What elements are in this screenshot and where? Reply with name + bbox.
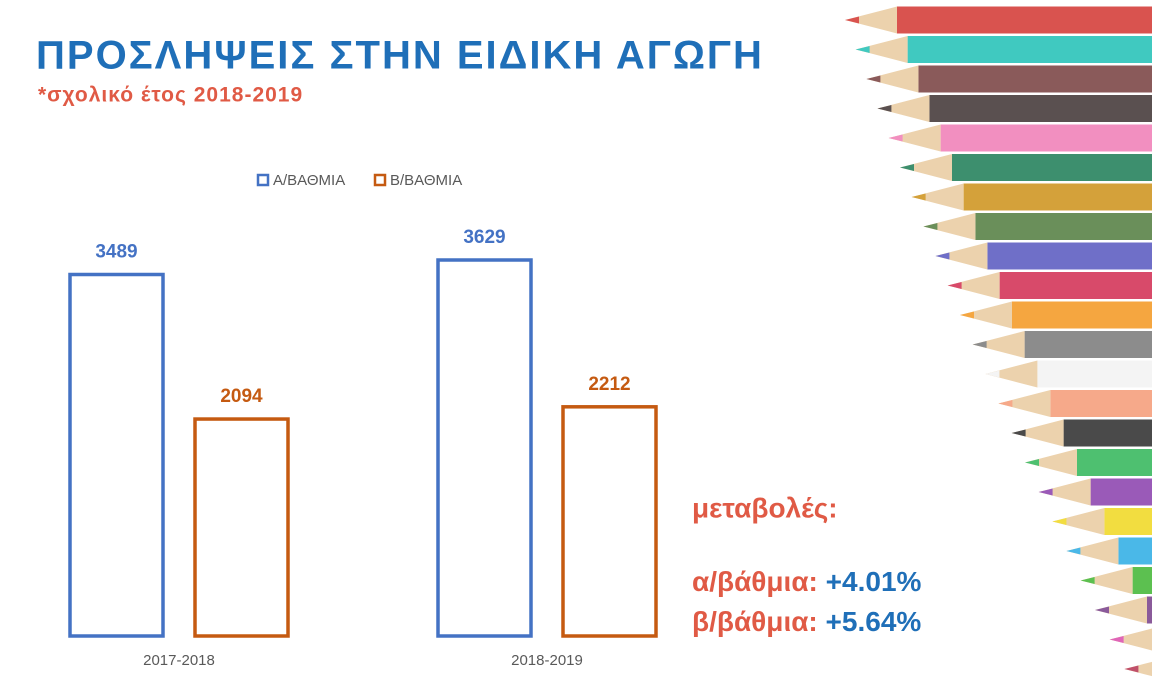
value-label: 3489 <box>95 242 137 263</box>
pencil-wood <box>845 6 897 34</box>
pencil-lead <box>985 370 1000 378</box>
pencil-wood <box>947 272 1000 299</box>
annotation-value: +5.64% <box>826 606 922 637</box>
pencil-lead <box>1109 636 1124 643</box>
pencil-body <box>907 36 1152 63</box>
annotation: α/βάθμια: +4.01% <box>692 566 922 597</box>
pencil-wood <box>1095 596 1147 624</box>
value-label: 2094 <box>220 386 263 407</box>
pencil-lead <box>900 164 914 171</box>
annotation-label: α/βάθμια: <box>692 566 818 597</box>
pencil-wood <box>866 65 919 93</box>
pencil-body <box>1147 596 1152 624</box>
pencil-wood <box>935 242 988 270</box>
annotation-heading: μεταβολές: <box>692 492 838 523</box>
pencil-wood <box>900 154 952 181</box>
pencil-body <box>1012 301 1152 329</box>
pencil-lead <box>1025 459 1039 466</box>
pencil-lead <box>960 311 974 319</box>
pencil-body <box>987 242 1152 270</box>
pencil-wood <box>1066 537 1119 565</box>
value-label: 2212 <box>588 374 630 395</box>
pencil-decoration <box>845 6 1152 677</box>
legend-label: Β/ΒΑΘΜΙΑ <box>390 172 462 189</box>
pencil-body <box>1104 508 1152 535</box>
legend-swatch <box>256 173 270 187</box>
pencil-wood <box>985 360 1038 388</box>
pencil-lead <box>877 105 892 112</box>
pencil-lead <box>911 193 926 201</box>
pencil-body <box>1050 390 1152 417</box>
pencil-lead <box>1038 488 1053 496</box>
pencil-wood <box>960 301 1012 329</box>
pencil-body <box>1024 331 1152 358</box>
x-tick-label: 2018-2019 <box>511 652 583 669</box>
pencil-wood <box>1109 628 1152 651</box>
pencil-body <box>897 6 1152 34</box>
pencil-body <box>1037 360 1152 388</box>
pencil-wood <box>877 95 930 122</box>
pencil-wood <box>1011 419 1064 447</box>
pencil-body <box>1090 478 1152 506</box>
pencil-lead <box>888 134 903 142</box>
pencil-lead <box>1011 429 1026 437</box>
annotation-value: +4.01% <box>826 566 922 597</box>
pencil-wood <box>1052 508 1105 535</box>
pencil-body <box>929 95 1152 122</box>
pencil-lead <box>923 223 938 230</box>
value-label: 3629 <box>463 227 505 248</box>
pencil-lead <box>935 252 950 260</box>
pencil-wood <box>1080 567 1133 594</box>
pencil-lead <box>998 400 1013 407</box>
pencil-body <box>952 154 1152 181</box>
pencil-wood <box>1025 449 1077 476</box>
pencil-body <box>918 65 1152 93</box>
pencil-lead <box>1124 665 1139 673</box>
pencil-lead <box>1080 577 1095 584</box>
pencil-body <box>963 183 1152 211</box>
pencil-lead <box>855 46 870 53</box>
bar <box>193 417 290 638</box>
pencil-lead <box>845 16 859 24</box>
chart-title: ΠΡΟΣΛΗΨΕΙΣ ΣΤΗΝ ΕΙΔΙΚΗ ΑΓΩΓΗ <box>36 34 764 78</box>
pencil-wood <box>923 213 976 240</box>
pencil-body <box>1077 449 1152 476</box>
pencil-lead <box>866 75 881 83</box>
pencil-lead <box>972 341 987 348</box>
annotation: β/βάθμια: +5.64% <box>692 606 921 637</box>
pencil-wood <box>855 36 908 63</box>
pencil-wood <box>888 124 941 152</box>
pencil-wood <box>972 331 1025 358</box>
pencil-body <box>999 272 1152 299</box>
pencil-wood <box>1038 478 1091 506</box>
bar <box>68 272 165 638</box>
legend-label: Α/ΒΑΘΜΙΑ <box>273 172 345 189</box>
pencil-wood <box>998 390 1051 417</box>
pencil-body <box>1118 537 1152 565</box>
bar <box>436 258 533 638</box>
pencil-body <box>1063 419 1152 447</box>
x-tick-label: 2017-2018 <box>143 652 215 669</box>
pencil-lead <box>1095 606 1109 614</box>
pencil-lead <box>1066 547 1081 555</box>
pencil-body <box>940 124 1152 152</box>
chart-subtitle: *σχολικό έτος 2018-2019 <box>38 84 303 107</box>
bar <box>561 405 658 638</box>
pencil-lead <box>1052 518 1067 525</box>
pencil-body <box>1132 567 1152 594</box>
pencil-lead <box>947 282 962 289</box>
legend-swatch <box>373 173 387 187</box>
annotation-label: β/βάθμια: <box>692 606 818 637</box>
pencil-wood <box>911 183 964 211</box>
pencil-body <box>975 213 1152 240</box>
